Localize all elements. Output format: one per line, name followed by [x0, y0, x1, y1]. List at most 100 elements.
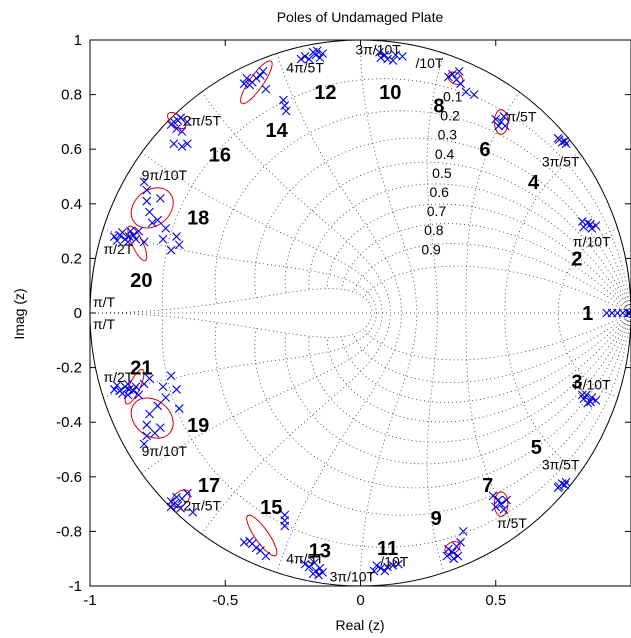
- pole-marker: [444, 544, 453, 554]
- pole-marker: [383, 562, 392, 572]
- pole-marker: [488, 491, 498, 501]
- pole-marker: [300, 559, 310, 569]
- pole-marker: [139, 177, 149, 187]
- frequency-label: 4π/5T: [286, 59, 324, 75]
- damping-label: 0.3: [438, 127, 458, 143]
- pole-marker: [391, 50, 401, 60]
- pole-number-label: 3: [571, 371, 582, 393]
- pole-marker: [453, 551, 463, 561]
- pole-marker: [591, 221, 601, 231]
- frequency-label: π/2T: [103, 369, 133, 385]
- pole-marker: [561, 139, 571, 149]
- frequency-curve: [426, 53, 445, 314]
- pole-marker: [169, 139, 179, 149]
- pole-marker: [583, 218, 593, 228]
- damping-label: 0.8: [424, 222, 444, 238]
- pole-marker: [128, 386, 138, 396]
- pole-marker: [166, 502, 176, 512]
- pole-number-label: 21: [130, 358, 152, 380]
- pole-number-label: 16: [209, 145, 231, 167]
- damping-curve: [254, 137, 631, 314]
- x-axis-label: Real (z): [335, 617, 384, 633]
- damping-curve: [363, 312, 631, 361]
- pole-marker: [158, 382, 168, 392]
- pole-marker: [398, 51, 407, 61]
- pole-marker: [553, 133, 563, 143]
- pole-number-label: 14: [266, 120, 289, 142]
- damping-label: 0.7: [427, 203, 447, 219]
- confidence-ellipse: [124, 368, 145, 405]
- pole-marker: [449, 554, 459, 564]
- pole-marker: [456, 537, 465, 547]
- damping-label: 0.2: [440, 108, 460, 124]
- pole-marker: [142, 431, 152, 441]
- frequency-label: π/T: [93, 316, 116, 332]
- damping-curve: [161, 312, 631, 548]
- frequency-label: π/5T: [507, 108, 537, 124]
- pole-marker: [369, 566, 379, 576]
- pole-marker: [380, 50, 390, 60]
- pole-marker: [587, 223, 597, 233]
- y-tick-label: 0: [74, 305, 82, 322]
- frequency-curve: [426, 312, 445, 573]
- pole-marker: [239, 537, 249, 547]
- pole-marker: [242, 73, 252, 83]
- pole-marker: [172, 492, 181, 502]
- pole-marker: [176, 503, 186, 513]
- confidence-ellipse: [130, 397, 174, 439]
- pole-marker: [166, 120, 176, 130]
- pole-marker: [587, 393, 597, 403]
- pole-marker: [577, 390, 587, 400]
- pole-number-label: 5: [531, 437, 542, 459]
- pole-marker: [380, 566, 390, 576]
- pole-number-label: 9: [431, 508, 442, 530]
- pole-marker: [372, 561, 382, 570]
- frequency-curve: [504, 152, 580, 314]
- pole-marker: [560, 480, 570, 490]
- pole-marker: [118, 389, 127, 398]
- pole-marker: [502, 495, 511, 505]
- frequency-label: /10T: [380, 553, 408, 569]
- pole-marker: [150, 428, 160, 438]
- pole-marker: [494, 495, 503, 505]
- pole-marker: [300, 51, 310, 61]
- frequency-curve: [465, 312, 520, 535]
- pole-marker: [496, 499, 506, 509]
- pole-marker: [142, 185, 152, 195]
- pole-marker: [448, 69, 457, 79]
- pole-marker: [258, 67, 268, 76]
- damping-curve: [353, 243, 631, 314]
- damping-curve: [284, 312, 631, 465]
- confidence-ellipse: [493, 491, 509, 517]
- plot-area: 0.10.20.30.40.50.60.70.80.9 π/10Tπ/5T3π/…: [90, 40, 631, 586]
- y-tick-label: -0.4: [56, 414, 82, 431]
- pole-marker: [153, 401, 163, 411]
- frequency-label: 3π/5T: [542, 457, 580, 473]
- damping-label: 0.4: [435, 146, 455, 162]
- pole-marker: [176, 113, 186, 123]
- pole-marker: [388, 56, 398, 65]
- pole-marker: [458, 527, 468, 536]
- pole-marker: [112, 380, 122, 390]
- x-tick-label: -0.5: [212, 592, 238, 609]
- pole-marker: [177, 494, 187, 504]
- pole-marker: [166, 245, 176, 255]
- pole-marker: [553, 483, 563, 493]
- damping-curve: [308, 312, 631, 443]
- pole-marker: [279, 95, 288, 105]
- pole-marker: [469, 90, 479, 99]
- pole-marker: [239, 79, 249, 89]
- pole-marker: [153, 215, 163, 225]
- pole-marker: [561, 477, 571, 487]
- y-tick-label: -0.2: [56, 360, 82, 377]
- pole-marker: [134, 390, 144, 400]
- damping-curve: [353, 312, 631, 383]
- damping-curve: [308, 183, 631, 314]
- pole-marker: [318, 49, 328, 59]
- y-tick-label: -1: [69, 578, 82, 595]
- frequency-label: 3π/5T: [542, 153, 580, 169]
- pole-marker: [581, 390, 591, 400]
- pole-marker: [591, 395, 601, 405]
- pole-marker: [280, 510, 290, 520]
